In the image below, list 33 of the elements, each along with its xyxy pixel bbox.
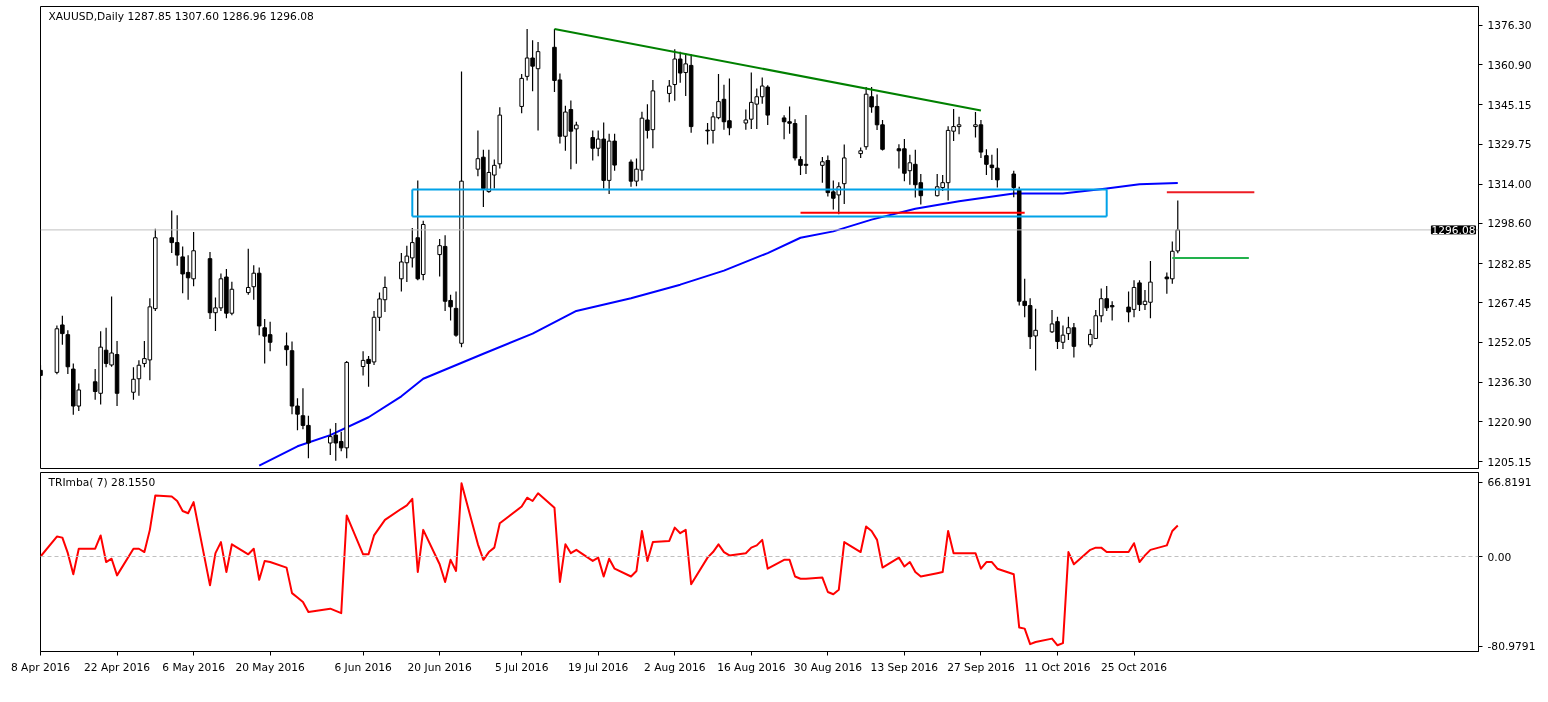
x-tick-label: 11 Oct 2016 (1024, 660, 1091, 674)
x-tick-label: 16 Aug 2016 (717, 660, 786, 674)
x-tick-label: 30 Aug 2016 (793, 660, 863, 674)
y-tick-label: 1298.60 (1487, 217, 1532, 231)
x-tick-label: 2 Aug 2016 (644, 660, 706, 674)
y-tick-label: 0.00 (1487, 550, 1512, 564)
ref-line-label: 1296.08 (1431, 223, 1476, 237)
x-tick-label: 20 Jun 2016 (407, 660, 472, 674)
y-tick-label: 66.8191 (1487, 476, 1532, 490)
x-tick-label: 20 May 2016 (235, 660, 306, 674)
x-tick-label: 22 Apr 2016 (84, 660, 151, 674)
y-tick-label: 1236.30 (1487, 376, 1532, 390)
x-tick-label: 13 Sep 2016 (870, 660, 939, 674)
x-tick-label: 19 Jul 2016 (568, 660, 629, 674)
chart-title: XAUUSD,Daily 1287.85 1307.60 1286.96 1296.08 (48, 9, 315, 23)
y-tick-label: 1220.90 (1487, 415, 1532, 429)
x-tick-label: 25 Oct 2016 (1101, 660, 1168, 674)
y-tick-label: 1329.75 (1487, 138, 1532, 152)
y-tick-label: 1282.85 (1487, 257, 1532, 271)
y-tick-label: 1252.05 (1487, 336, 1532, 350)
y-tick-label: 1267.45 (1487, 296, 1532, 310)
chart-title: TRImba( 7) 28.1550 (47, 475, 156, 489)
y-tick-label: 1345.15 (1487, 98, 1532, 112)
x-tick-label: 6 May 2016 (162, 660, 226, 674)
x-tick-label: 8 Apr 2016 (10, 660, 71, 674)
y-tick-label: -80.9791 (1487, 640, 1536, 654)
y-tick-label: 1205.15 (1487, 455, 1532, 469)
y-tick-label: 1314.00 (1487, 178, 1532, 192)
y-tick-label: 1376.30 (1487, 19, 1532, 33)
x-tick-label: 27 Sep 2016 (947, 660, 1015, 674)
x-tick-label: 6 Jun 2016 (334, 660, 392, 674)
x-tick-label: 5 Jul 2016 (494, 660, 549, 674)
y-tick-label: 1360.90 (1487, 58, 1532, 72)
